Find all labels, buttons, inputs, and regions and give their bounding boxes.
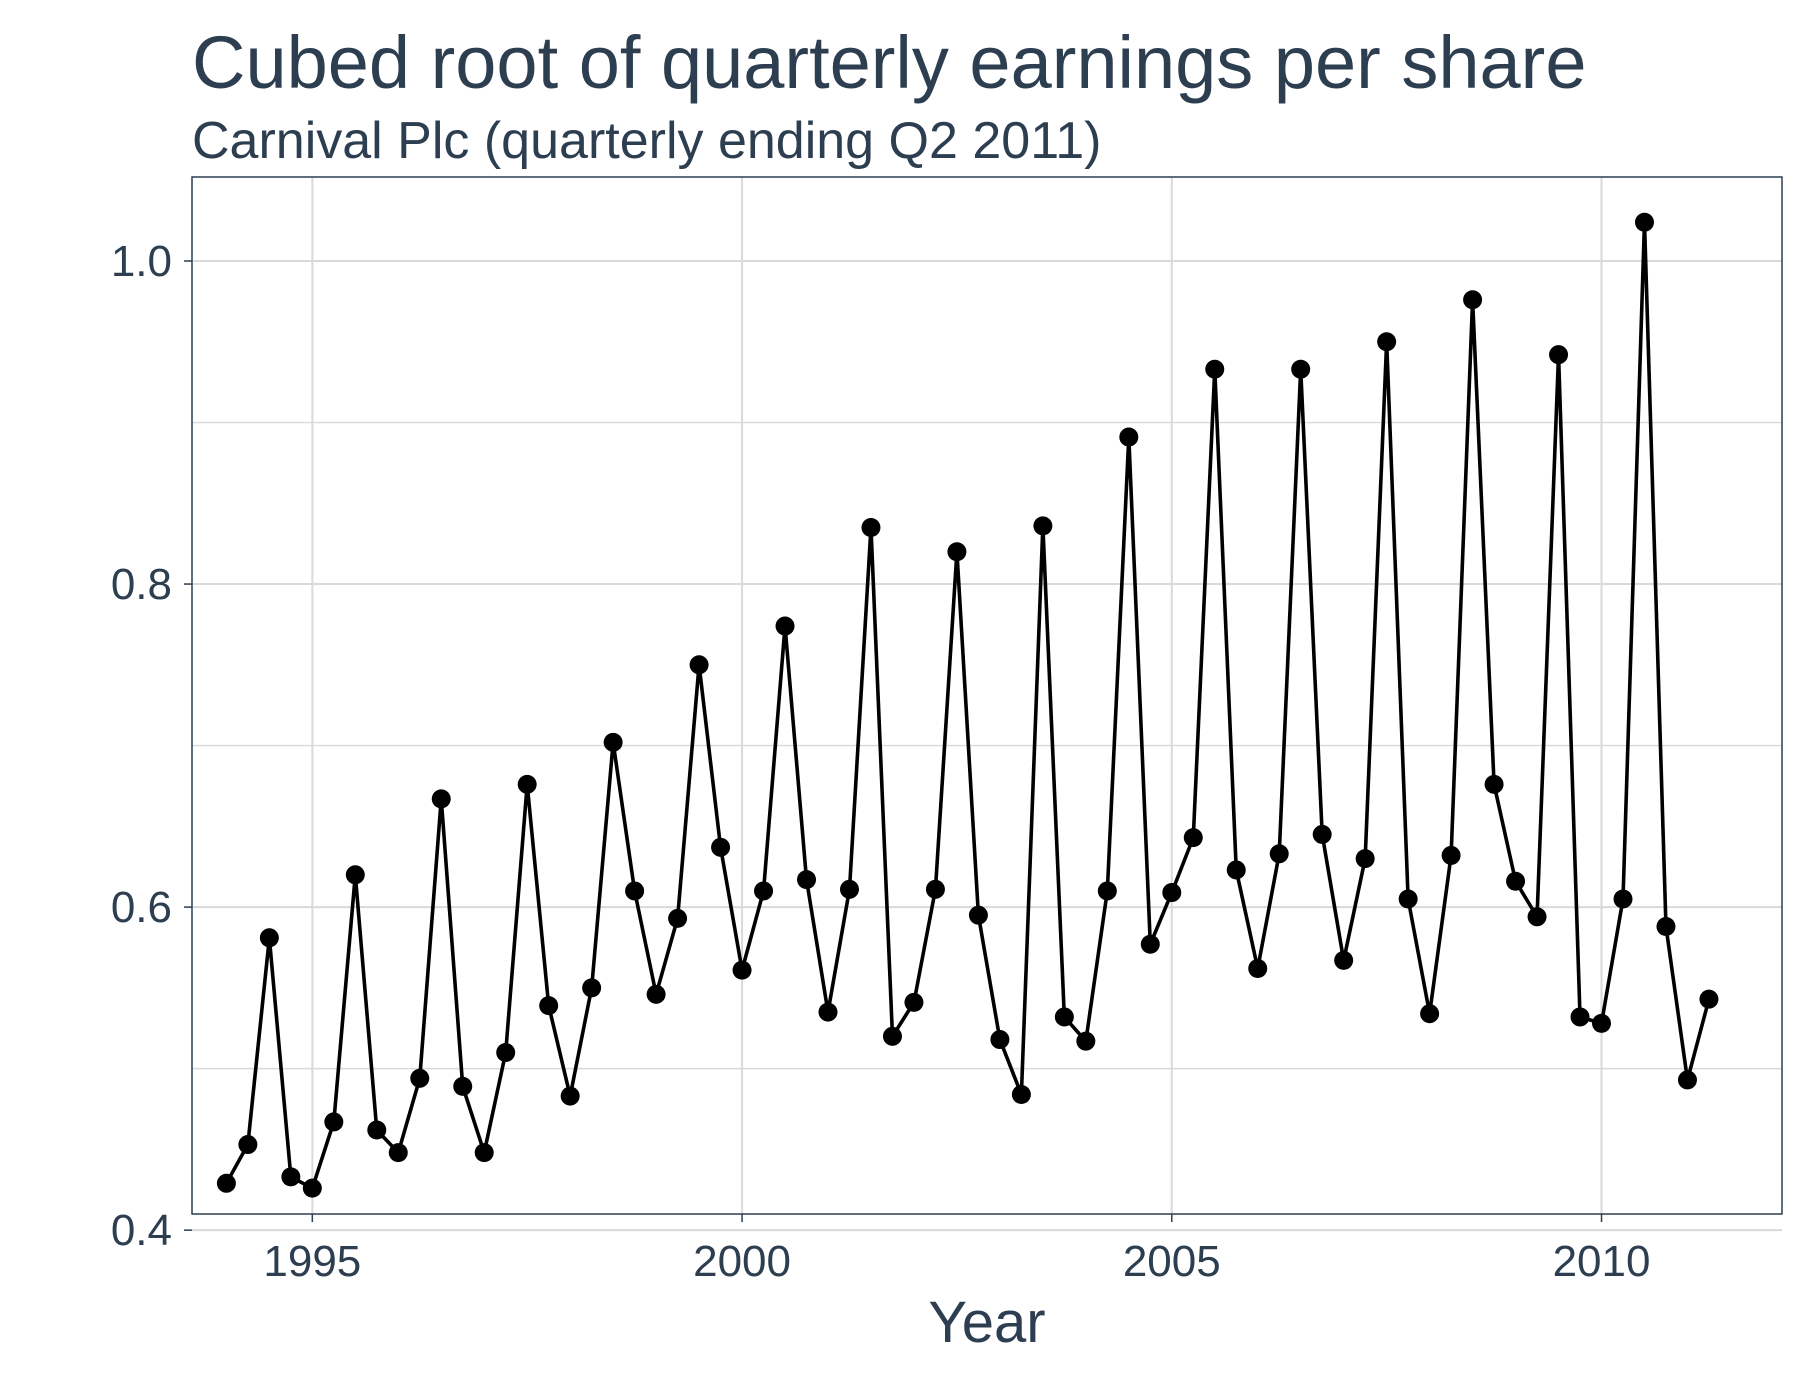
data-point [410,1068,430,1088]
data-point [302,1178,322,1198]
data-point [797,870,817,890]
data-point [1549,345,1569,365]
data-point [1097,881,1117,901]
data-point [689,655,709,675]
data-point [431,789,451,809]
data-point [1119,427,1139,447]
data-point [732,960,752,980]
data-point [1334,950,1354,970]
data-point [560,1086,580,1106]
data-point [1398,889,1418,909]
data-point [1656,916,1676,936]
data-point [1011,1084,1031,1104]
data-point [238,1135,258,1155]
data-point [968,905,988,925]
data-point [259,928,279,948]
y-tick-label: 1.0 [111,237,172,286]
axis-ticks: 0.4 0.6 0.8 1.0 1995 2000 2005 2010 [111,237,1651,1286]
data-point [1312,824,1332,844]
data-point [1570,1007,1590,1027]
data-point [1076,1031,1096,1051]
x-tick-label: 2000 [693,1237,791,1286]
data-point [1183,828,1203,848]
data-point [388,1143,408,1163]
data-point [453,1076,473,1096]
y-tick-label: 0.4 [111,1206,172,1255]
data-point [1699,989,1719,1009]
data-point [646,984,666,1004]
data-point [1677,1070,1697,1090]
data-point [1592,1013,1612,1033]
x-tick-label: 1995 [263,1237,361,1286]
data-point [1463,290,1483,310]
data-point [947,542,967,562]
y-tick-label: 0.6 [111,883,172,932]
data-point [1527,907,1547,927]
x-tick-label: 2010 [1553,1237,1651,1286]
data-point [1484,774,1504,794]
data-point [775,616,795,636]
data-point [1140,934,1160,954]
data-point [1248,958,1268,978]
data-point [990,1030,1010,1050]
data-point [496,1042,516,1062]
data-point [1420,1004,1440,1024]
plot-panel [191,176,1783,1215]
chart-subtitle: Carnival Plc (quarterly ending Q2 2011) [192,112,1102,170]
data-point [367,1120,387,1140]
data-point [1033,516,1053,536]
data-point [925,879,945,899]
data-point [1377,332,1397,352]
data-point [861,518,881,538]
data-point [1226,860,1246,880]
data-point [1441,845,1461,865]
y-tick-label: 0.8 [111,560,172,609]
data-point [1634,212,1654,232]
data-point [281,1167,301,1187]
chart-title: Cubed root of quarterly earnings per sha… [192,21,1586,104]
data-point [1162,883,1182,903]
data-point [216,1173,236,1193]
x-axis-title: Year [928,1290,1045,1355]
data-point [1054,1007,1074,1027]
data-point [539,996,559,1016]
data-point [818,1002,838,1022]
data-point [324,1112,344,1132]
data-point [1269,844,1289,864]
data-point [904,992,924,1012]
data-point [474,1143,494,1163]
data-point [668,908,688,928]
data-point [625,881,645,901]
data-point [1613,889,1633,909]
data-point [582,978,602,998]
data-point [1355,849,1375,869]
data-point [882,1026,902,1046]
data-point [517,774,537,794]
data-point [1506,871,1526,891]
data-point [839,879,859,899]
data-point [603,732,623,752]
data-point [754,881,774,901]
series-line [224,220,1711,1190]
data-point [711,837,731,857]
data-point [1291,359,1311,379]
data-point [345,865,365,885]
x-tick-label: 2005 [1123,1237,1221,1286]
gridlines [192,177,1782,1232]
data-series [216,212,1719,1198]
data-point [1205,359,1225,379]
